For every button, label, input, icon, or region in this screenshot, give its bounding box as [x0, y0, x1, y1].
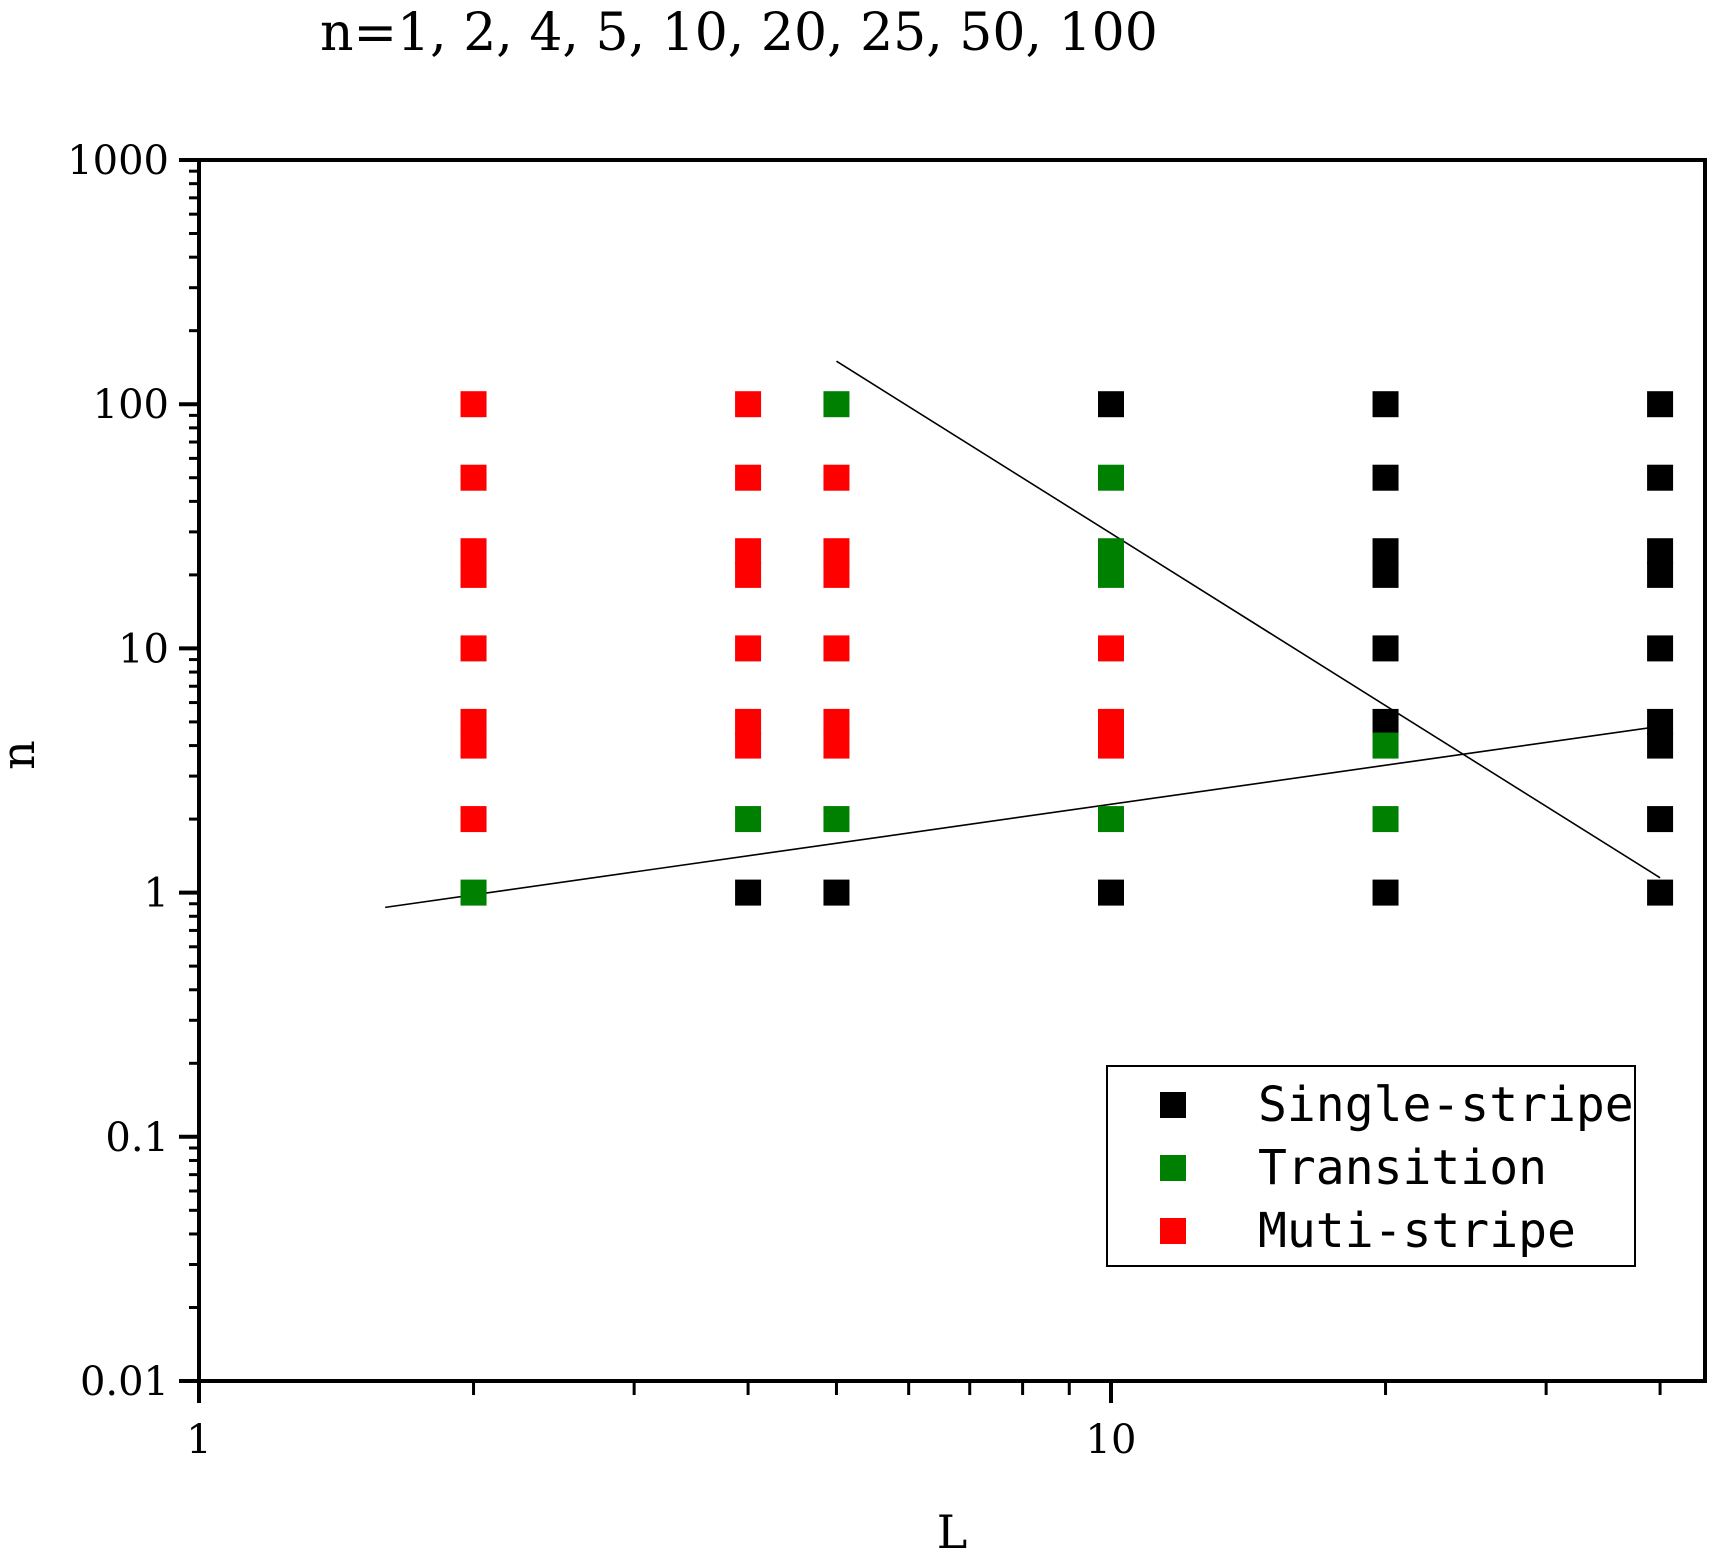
data-point-transition — [735, 806, 762, 833]
data-point-muti-stripe — [735, 464, 762, 491]
x-tick-label: 1 — [186, 1417, 211, 1463]
legend-marker — [1160, 1218, 1186, 1244]
y-tick-label: 0.01 — [80, 1359, 169, 1405]
data-point-single-stripe — [1372, 464, 1399, 491]
data-point-muti-stripe — [1098, 708, 1124, 735]
data-point-single-stripe — [1647, 732, 1674, 759]
data-point-single-stripe — [1647, 708, 1674, 735]
data-points — [460, 391, 1674, 906]
legend-label: Muti-stripe — [1258, 1203, 1576, 1259]
data-point-muti-stripe — [823, 561, 850, 588]
data-point-transition — [1098, 464, 1124, 491]
data-point-transition — [1098, 538, 1124, 565]
plot-area-frame — [197, 158, 1707, 1383]
data-point-muti-stripe — [823, 464, 850, 491]
legend: Single-stripe Transition Muti-stripe — [1106, 1065, 1636, 1267]
y-axis-title: n — [0, 740, 45, 770]
legend-marker — [1160, 1092, 1186, 1118]
data-point-transition — [823, 806, 850, 833]
legend-label: Transition — [1258, 1140, 1547, 1196]
y-axis: 0.01 0.1 1 10 100 1000 — [67, 138, 199, 1405]
chart-annotation: n=1, 2, 4, 5, 10, 20, 25, 50, 100 — [320, 3, 1158, 63]
y-tick-label: 10 — [118, 626, 169, 672]
x-tick-label: 10 — [1086, 1417, 1137, 1463]
data-point-single-stripe — [1647, 391, 1674, 418]
data-point-transition — [1372, 732, 1399, 759]
data-point-muti-stripe — [735, 561, 762, 588]
data-point-muti-stripe — [1098, 732, 1124, 759]
data-point-single-stripe — [1647, 561, 1674, 588]
data-point-muti-stripe — [460, 561, 487, 588]
data-point-single-stripe — [1372, 538, 1399, 565]
data-point-muti-stripe — [460, 391, 487, 418]
data-point-muti-stripe — [460, 806, 487, 833]
data-point-muti-stripe — [460, 635, 487, 662]
data-point-single-stripe — [1372, 635, 1399, 662]
boundary-line-upper — [836, 360, 1661, 879]
data-point-muti-stripe — [823, 732, 850, 759]
data-point-single-stripe — [1647, 464, 1674, 491]
data-point-single-stripe — [1647, 806, 1674, 833]
data-point-single-stripe — [1647, 879, 1674, 906]
data-point-single-stripe — [1372, 391, 1399, 418]
data-point-single-stripe — [1372, 879, 1399, 906]
data-point-transition — [823, 391, 850, 418]
data-point-single-stripe — [735, 879, 762, 906]
data-point-transition — [1372, 806, 1399, 833]
x-axis-title: L — [937, 1505, 968, 1558]
data-point-muti-stripe — [460, 538, 487, 565]
data-point-single-stripe — [1647, 635, 1674, 662]
data-point-transition — [1098, 561, 1124, 588]
y-tick-label: 100 — [93, 382, 169, 428]
boundary-lines — [385, 360, 1661, 909]
data-point-single-stripe — [1372, 561, 1399, 588]
data-point-muti-stripe — [1098, 635, 1124, 662]
data-point-single-stripe — [1098, 391, 1124, 418]
boundary-line-lower — [385, 725, 1661, 909]
data-point-muti-stripe — [460, 732, 487, 759]
y-tick-label: 1000 — [67, 138, 169, 184]
data-point-single-stripe — [1647, 538, 1674, 565]
data-point-muti-stripe — [823, 635, 850, 662]
legend-marker — [1160, 1155, 1186, 1181]
data-point-muti-stripe — [735, 635, 762, 662]
y-tick-label: 0.1 — [105, 1115, 169, 1161]
x-axis: 1 10 — [186, 1381, 1662, 1463]
data-point-muti-stripe — [823, 708, 850, 735]
data-point-muti-stripe — [735, 391, 762, 418]
data-point-transition — [460, 879, 487, 906]
data-point-single-stripe — [1372, 708, 1399, 735]
data-point-muti-stripe — [460, 464, 487, 491]
data-point-single-stripe — [823, 879, 850, 906]
data-point-transition — [1098, 806, 1124, 833]
data-point-muti-stripe — [735, 732, 762, 759]
data-point-muti-stripe — [735, 538, 762, 565]
data-point-single-stripe — [1098, 879, 1124, 906]
y-tick-label: 1 — [144, 871, 169, 917]
data-point-muti-stripe — [460, 708, 487, 735]
data-point-muti-stripe — [735, 708, 762, 735]
legend-label: Single-stripe — [1258, 1077, 1634, 1133]
data-point-muti-stripe — [823, 538, 850, 565]
legend-box — [1106, 1065, 1636, 1267]
